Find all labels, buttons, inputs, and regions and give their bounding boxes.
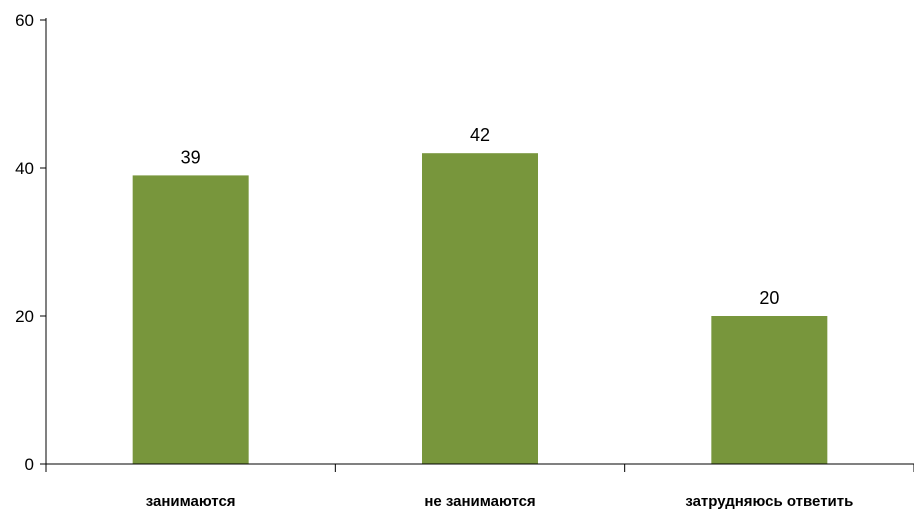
y-tick-label-0: 0 (25, 455, 34, 474)
bar-1 (132, 175, 249, 464)
bars-layer (132, 153, 828, 464)
bar-2 (422, 153, 538, 464)
category-label-1: занимаются (146, 493, 236, 510)
axes (40, 18, 914, 472)
y-tick-label-40: 40 (15, 159, 34, 178)
y-tick-label-20: 20 (15, 307, 34, 326)
labels-layer: 39 42 20 0 20 40 60 занимаются не занимаются затр… (15, 11, 853, 510)
data-label-3: 20 (759, 288, 779, 308)
category-label-3: затрудняюсь ответить (685, 493, 853, 510)
bar-3 (711, 316, 828, 464)
y-tick-label-60: 60 (15, 11, 34, 30)
category-label-2: не занимаются (424, 493, 535, 510)
data-label-1: 39 (181, 147, 201, 167)
data-label-2: 42 (470, 125, 490, 145)
